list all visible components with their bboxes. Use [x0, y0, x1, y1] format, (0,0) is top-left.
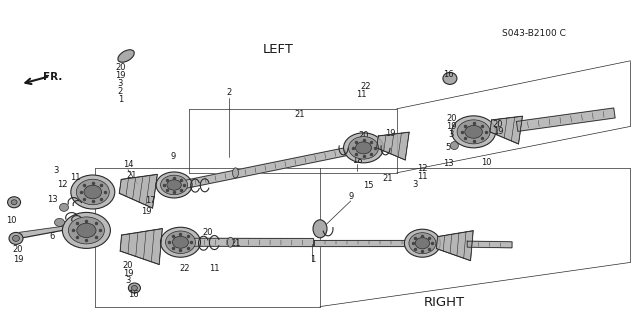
Text: 6: 6 [50, 232, 55, 241]
Text: FR.: FR. [43, 72, 62, 82]
Text: 20: 20 [115, 63, 125, 72]
Text: 2: 2 [227, 88, 232, 97]
Polygon shape [490, 116, 522, 144]
Polygon shape [516, 108, 615, 131]
Text: 11: 11 [417, 172, 428, 181]
Ellipse shape [76, 179, 109, 205]
Ellipse shape [451, 141, 458, 150]
Ellipse shape [84, 185, 102, 199]
Text: S043-B2100 C: S043-B2100 C [502, 29, 566, 38]
Text: 22: 22 [361, 82, 371, 91]
Text: 19: 19 [13, 255, 23, 264]
Polygon shape [376, 132, 409, 160]
Text: 10: 10 [6, 216, 17, 225]
Ellipse shape [161, 227, 200, 257]
Text: 19: 19 [385, 129, 396, 138]
Ellipse shape [71, 175, 115, 209]
Text: 15: 15 [363, 181, 373, 190]
Text: 20: 20 [358, 131, 369, 140]
Text: 20: 20 [493, 120, 503, 129]
Text: 3: 3 [412, 180, 417, 189]
Text: 14: 14 [123, 160, 133, 169]
Text: 3: 3 [125, 276, 131, 285]
Ellipse shape [166, 231, 195, 253]
Ellipse shape [9, 232, 23, 244]
Ellipse shape [54, 218, 65, 227]
Ellipse shape [349, 137, 378, 159]
Text: 9: 9 [348, 192, 353, 201]
Text: 19: 19 [115, 71, 125, 80]
Text: 11: 11 [356, 90, 367, 99]
Ellipse shape [443, 72, 457, 84]
Text: 18: 18 [352, 156, 362, 164]
Polygon shape [119, 174, 157, 208]
Text: 21: 21 [294, 110, 305, 119]
Ellipse shape [227, 237, 234, 247]
Ellipse shape [465, 125, 483, 138]
Ellipse shape [344, 133, 383, 163]
Polygon shape [314, 240, 413, 245]
Text: RIGHT: RIGHT [424, 296, 465, 309]
Text: 19: 19 [446, 122, 456, 131]
Polygon shape [120, 228, 163, 264]
Ellipse shape [118, 50, 134, 62]
Ellipse shape [409, 233, 436, 254]
Text: 12: 12 [58, 180, 68, 189]
Polygon shape [185, 146, 356, 188]
Ellipse shape [452, 116, 495, 148]
Text: 10: 10 [481, 158, 492, 167]
Text: 13: 13 [443, 159, 453, 168]
Polygon shape [194, 238, 314, 246]
Text: 3: 3 [449, 130, 454, 139]
Text: 19: 19 [141, 207, 151, 216]
Ellipse shape [173, 236, 189, 248]
Ellipse shape [68, 217, 104, 244]
Ellipse shape [356, 142, 372, 154]
Polygon shape [19, 227, 63, 238]
Text: 20: 20 [203, 228, 213, 237]
Polygon shape [467, 241, 512, 248]
Ellipse shape [415, 237, 429, 249]
Text: 21: 21 [126, 171, 136, 180]
Ellipse shape [167, 180, 181, 190]
Polygon shape [436, 231, 473, 260]
Text: 20: 20 [446, 114, 456, 123]
Text: 19: 19 [123, 269, 133, 278]
Text: 1: 1 [310, 255, 315, 264]
Text: 16: 16 [443, 70, 453, 79]
Text: 2: 2 [118, 87, 123, 96]
Text: 5: 5 [445, 143, 451, 152]
Text: 20: 20 [13, 245, 23, 254]
Text: 3: 3 [118, 79, 123, 88]
Text: 11: 11 [70, 173, 81, 182]
Text: 1: 1 [118, 95, 123, 104]
Text: 21: 21 [382, 174, 392, 183]
Ellipse shape [11, 200, 17, 205]
Text: 22: 22 [179, 264, 189, 273]
Text: 11: 11 [209, 264, 220, 273]
Ellipse shape [129, 283, 140, 293]
Ellipse shape [63, 212, 111, 248]
Ellipse shape [156, 172, 192, 198]
Ellipse shape [457, 120, 490, 144]
Ellipse shape [13, 236, 19, 241]
Text: LEFT: LEFT [263, 43, 294, 56]
Ellipse shape [313, 220, 327, 238]
Text: 21: 21 [230, 239, 241, 248]
Ellipse shape [77, 223, 96, 237]
Text: 16: 16 [128, 290, 138, 299]
Ellipse shape [60, 204, 68, 212]
Text: 3: 3 [54, 166, 59, 175]
Ellipse shape [131, 285, 138, 291]
Text: 9: 9 [170, 152, 175, 161]
Text: 17: 17 [145, 196, 156, 205]
Ellipse shape [161, 175, 188, 195]
Ellipse shape [8, 197, 20, 208]
Text: 13: 13 [47, 196, 58, 204]
Text: 19: 19 [493, 127, 503, 136]
Text: 12: 12 [417, 164, 428, 173]
Ellipse shape [404, 229, 440, 257]
Ellipse shape [232, 168, 239, 178]
Text: 20: 20 [123, 261, 133, 270]
